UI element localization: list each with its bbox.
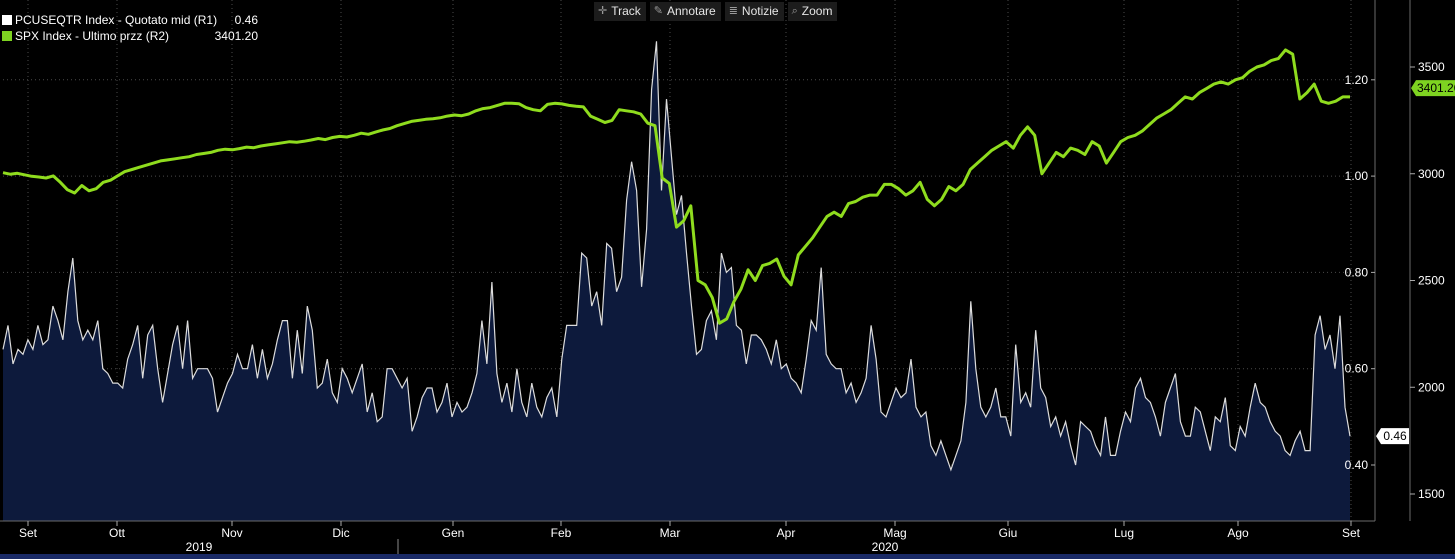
bottom-scroll-strip[interactable]	[0, 554, 1455, 559]
annotate-label: Annotare	[667, 4, 716, 18]
x-tick-label: Dic	[332, 526, 349, 540]
r1-last-value-tag	[1376, 428, 1409, 445]
x-tick-label: Lug	[1114, 526, 1134, 540]
last-value-tags: 0.46 3401.20	[1376, 80, 1455, 445]
pcuseqtr-area	[3, 41, 1350, 522]
r1-tick-label: 0.80	[1345, 265, 1369, 279]
r2-last-value-tag	[1411, 80, 1455, 97]
legend-value-spx: 3401.20	[214, 29, 258, 43]
r1-axis: 0.40 0.60 0.80 1.00 1.20	[1345, 0, 1376, 521]
r1-tick-label: 0.40	[1345, 458, 1369, 472]
r1-tick-label: 1.00	[1345, 169, 1369, 183]
legend-item-spx[interactable]: SPX Index - Ultimo przz (R2) 3401.20	[2, 28, 258, 44]
legend-value-pcuseqtr: 0.46	[234, 13, 258, 27]
x-tick-label: Mag	[883, 526, 906, 540]
x-tick-label: Giu	[999, 526, 1018, 540]
zoom-button[interactable]: ⌕ Zoom	[787, 2, 838, 21]
x-tick-label: Mar	[660, 526, 681, 540]
r2-tick-label: 3000	[1418, 167, 1445, 181]
legend-label-spx: SPX Index - Ultimo przz (R2)	[15, 29, 170, 43]
x-tick-label: Nov	[221, 526, 242, 540]
pencil-icon: ✎	[653, 5, 663, 17]
r2-last-value-label: 3401.20	[1417, 81, 1455, 95]
year-label: 2019	[186, 540, 213, 554]
x-axis: Set Ott Nov Dic Gen Feb Mar Apr Mag Giu Lug Ago Set 2…	[0, 520, 1375, 554]
news-icon: ≣	[728, 5, 738, 17]
r2-tick-label: 2000	[1418, 380, 1445, 394]
chart-toolbar: ✛ Track ✎ Annotare ≣ Notizie ⌕ Zoom	[594, 2, 838, 21]
news-label: Notizie	[741, 4, 779, 18]
legend-swatch-spx	[2, 31, 12, 41]
x-tick-label: Ott	[109, 526, 126, 540]
r2-tick-label: 2500	[1418, 274, 1445, 288]
annotate-button[interactable]: ✎ Annotare	[649, 2, 721, 21]
r1-tick-label: 0.60	[1345, 362, 1369, 376]
x-tick-label: Feb	[551, 526, 572, 540]
crosshair-icon: ✛	[598, 5, 608, 17]
spx-line	[2, 48, 1350, 325]
news-button[interactable]: ≣ Notizie	[724, 2, 784, 21]
x-tick-label: Gen	[442, 526, 465, 540]
year-label: 2020	[872, 540, 899, 554]
x-tick-label: Apr	[777, 526, 796, 540]
x-tick-label: Set	[19, 526, 38, 540]
r1-tick-label: 1.20	[1345, 73, 1369, 87]
r2-tick-label: 1500	[1418, 487, 1445, 501]
legend: PCUSEQTR Index - Quotato mid (R1) 0.46 S…	[2, 12, 258, 44]
r1-last-value-label: 0.46	[1383, 429, 1407, 443]
r2-axis: 1500200025003000350040004500500055006000	[1409, 0, 1445, 521]
legend-swatch-pcuseqtr	[2, 15, 12, 25]
zoom-label: Zoom	[801, 4, 833, 18]
track-label: Track	[611, 4, 641, 18]
x-tick-label: Ago	[1227, 526, 1249, 540]
legend-item-pcuseqtr[interactable]: PCUSEQTR Index - Quotato mid (R1) 0.46	[2, 12, 258, 28]
x-tick-label: Set	[1342, 526, 1361, 540]
track-button[interactable]: ✛ Track	[594, 2, 646, 21]
pcuseqtr-line	[2, 41, 1351, 472]
magnifier-icon: ⌕	[791, 5, 798, 17]
r2-tick-label: 3500	[1418, 60, 1445, 74]
legend-label-pcuseqtr: PCUSEQTR Index - Quotato mid (R1)	[15, 13, 218, 27]
